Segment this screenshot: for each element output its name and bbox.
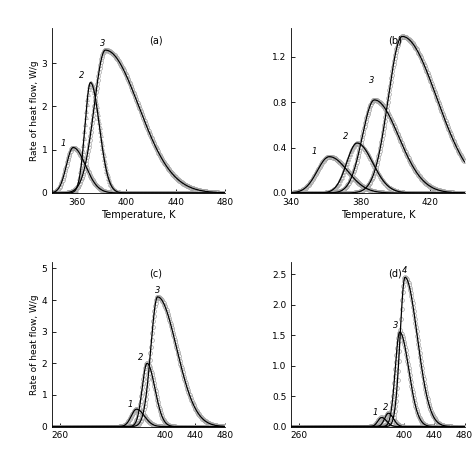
Text: 1: 1 (373, 408, 378, 417)
Text: 3: 3 (100, 39, 106, 48)
Text: 2: 2 (343, 132, 348, 141)
Y-axis label: Rate of heat flow, W/g: Rate of heat flow, W/g (30, 294, 39, 395)
Text: 1: 1 (61, 138, 66, 147)
Text: (a): (a) (149, 35, 163, 45)
Text: 2: 2 (383, 403, 389, 412)
Text: 2: 2 (79, 72, 85, 81)
Text: 3: 3 (155, 286, 160, 295)
Text: (c): (c) (150, 269, 163, 279)
Text: (d): (d) (388, 269, 402, 279)
Text: 4: 4 (402, 266, 407, 275)
X-axis label: Temperature, K: Temperature, K (101, 210, 176, 219)
Text: 1: 1 (312, 146, 318, 155)
Text: 1: 1 (128, 400, 133, 409)
Text: 3: 3 (369, 76, 374, 85)
Y-axis label: Rate of heat flow, W/g: Rate of heat flow, W/g (30, 60, 39, 161)
Text: (b): (b) (388, 35, 402, 45)
Text: 2: 2 (138, 353, 144, 362)
Text: 3: 3 (393, 321, 398, 330)
X-axis label: Temperature, K: Temperature, K (341, 210, 415, 219)
